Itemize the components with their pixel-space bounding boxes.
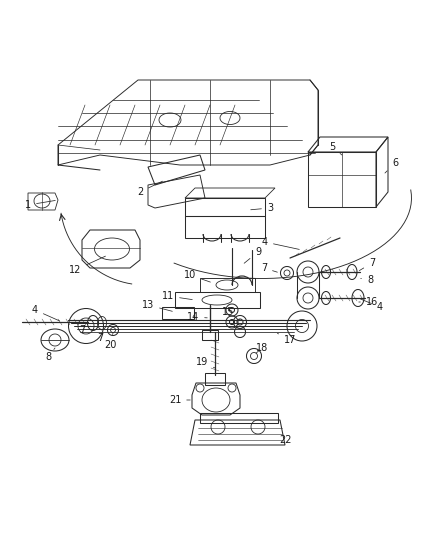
Bar: [205, 373, 225, 385]
Text: 20: 20: [104, 333, 116, 350]
Bar: [175, 292, 260, 308]
Text: 19: 19: [196, 357, 215, 368]
Text: 17: 17: [277, 333, 296, 345]
Text: 4: 4: [360, 299, 383, 312]
Text: 14: 14: [187, 312, 207, 322]
Text: 6: 6: [385, 158, 398, 173]
Text: 5: 5: [329, 142, 342, 155]
Text: 2: 2: [137, 181, 162, 197]
Text: 8: 8: [45, 348, 55, 362]
Text: 3: 3: [251, 203, 273, 213]
Text: 7: 7: [360, 258, 375, 271]
Text: 16: 16: [359, 297, 378, 307]
Bar: [308, 152, 376, 207]
Text: 10: 10: [184, 270, 210, 282]
Text: 9: 9: [244, 247, 261, 263]
Text: 8: 8: [361, 275, 373, 285]
Text: 1: 1: [25, 200, 55, 210]
Text: 15: 15: [222, 307, 240, 320]
Bar: [185, 216, 265, 238]
Text: 21: 21: [169, 395, 190, 405]
Text: 4: 4: [262, 237, 299, 249]
Text: 22: 22: [279, 435, 291, 445]
Bar: [185, 198, 265, 216]
Bar: [162, 307, 194, 319]
Text: 13: 13: [142, 300, 172, 311]
Text: 7: 7: [261, 263, 277, 273]
Bar: [200, 413, 278, 423]
Text: 12: 12: [69, 256, 106, 275]
Text: 11: 11: [162, 291, 192, 301]
Bar: [200, 278, 255, 292]
Text: 7: 7: [79, 325, 91, 335]
Bar: [202, 330, 218, 340]
Text: 18: 18: [256, 343, 268, 353]
Text: 7: 7: [97, 330, 103, 343]
Text: 4: 4: [32, 305, 60, 321]
